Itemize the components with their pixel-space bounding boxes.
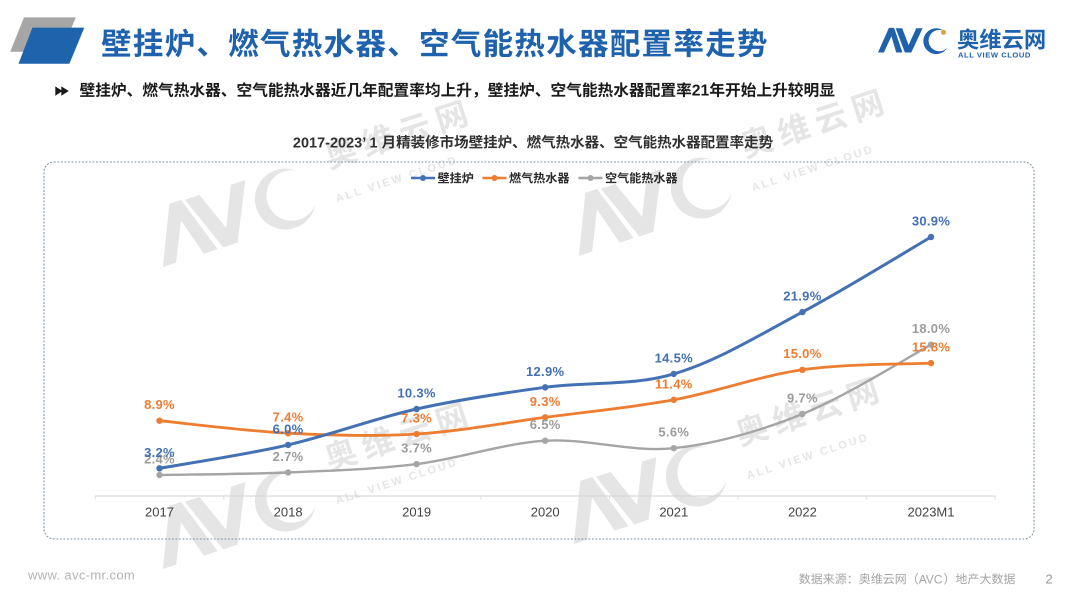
svg-text:15.0%: 15.0%	[783, 346, 822, 361]
svg-text:2017-2023’ 1: 2017-2023’ 1	[293, 135, 378, 151]
svg-text:2022: 2022	[788, 505, 817, 520]
svg-text:ALL VIEW CLOUD: ALL VIEW CLOUD	[958, 51, 1031, 60]
svg-text:2.4%: 2.4%	[144, 452, 175, 467]
svg-text:3.7%: 3.7%	[401, 441, 432, 456]
svg-text:9.3%: 9.3%	[530, 394, 561, 409]
svg-text:21: 21	[692, 83, 710, 100]
svg-text:7.4%: 7.4%	[273, 410, 304, 425]
svg-text:3.2%: 3.2%	[144, 445, 175, 460]
svg-text:2021: 2021	[659, 505, 688, 520]
svg-text:8.9%: 8.9%	[144, 397, 175, 412]
svg-text:12.9%: 12.9%	[526, 364, 565, 379]
svg-text:AVC: AVC	[919, 572, 943, 586]
svg-text:2019: 2019	[402, 505, 431, 520]
svg-text:5.6%: 5.6%	[658, 425, 689, 440]
svg-text:2017: 2017	[145, 505, 174, 520]
svg-text:21.9%: 21.9%	[783, 289, 822, 304]
svg-text:2: 2	[1046, 571, 1053, 586]
svg-text:6.5%: 6.5%	[530, 417, 561, 432]
svg-text:2.7%: 2.7%	[273, 449, 304, 464]
svg-text:9.7%: 9.7%	[787, 391, 818, 406]
svg-text:6.0%: 6.0%	[273, 421, 304, 436]
svg-text:2020: 2020	[531, 505, 560, 520]
svg-text:2018: 2018	[274, 505, 303, 520]
svg-text:11.4%: 11.4%	[655, 376, 693, 391]
svg-text:www. avc-mr.com: www. avc-mr.com	[27, 568, 135, 583]
svg-text:15.8%: 15.8%	[912, 340, 951, 355]
svg-text:7.3%: 7.3%	[401, 411, 432, 426]
svg-text:30.9%: 30.9%	[912, 214, 951, 229]
svg-text:10.3%: 10.3%	[397, 386, 436, 401]
svg-text:18.0%: 18.0%	[912, 321, 951, 336]
svg-text:2023M1: 2023M1	[908, 505, 955, 520]
svg-text:14.5%: 14.5%	[655, 350, 694, 365]
